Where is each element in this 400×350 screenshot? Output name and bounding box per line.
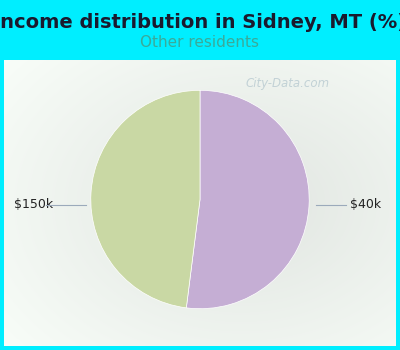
Wedge shape [91, 90, 200, 308]
Text: Income distribution in Sidney, MT (%): Income distribution in Sidney, MT (%) [0, 13, 400, 32]
Wedge shape [186, 90, 309, 309]
Text: $150k: $150k [14, 198, 53, 211]
Text: $40k: $40k [350, 198, 381, 211]
Text: Other residents: Other residents [140, 35, 260, 50]
Text: City-Data.com: City-Data.com [246, 77, 330, 91]
